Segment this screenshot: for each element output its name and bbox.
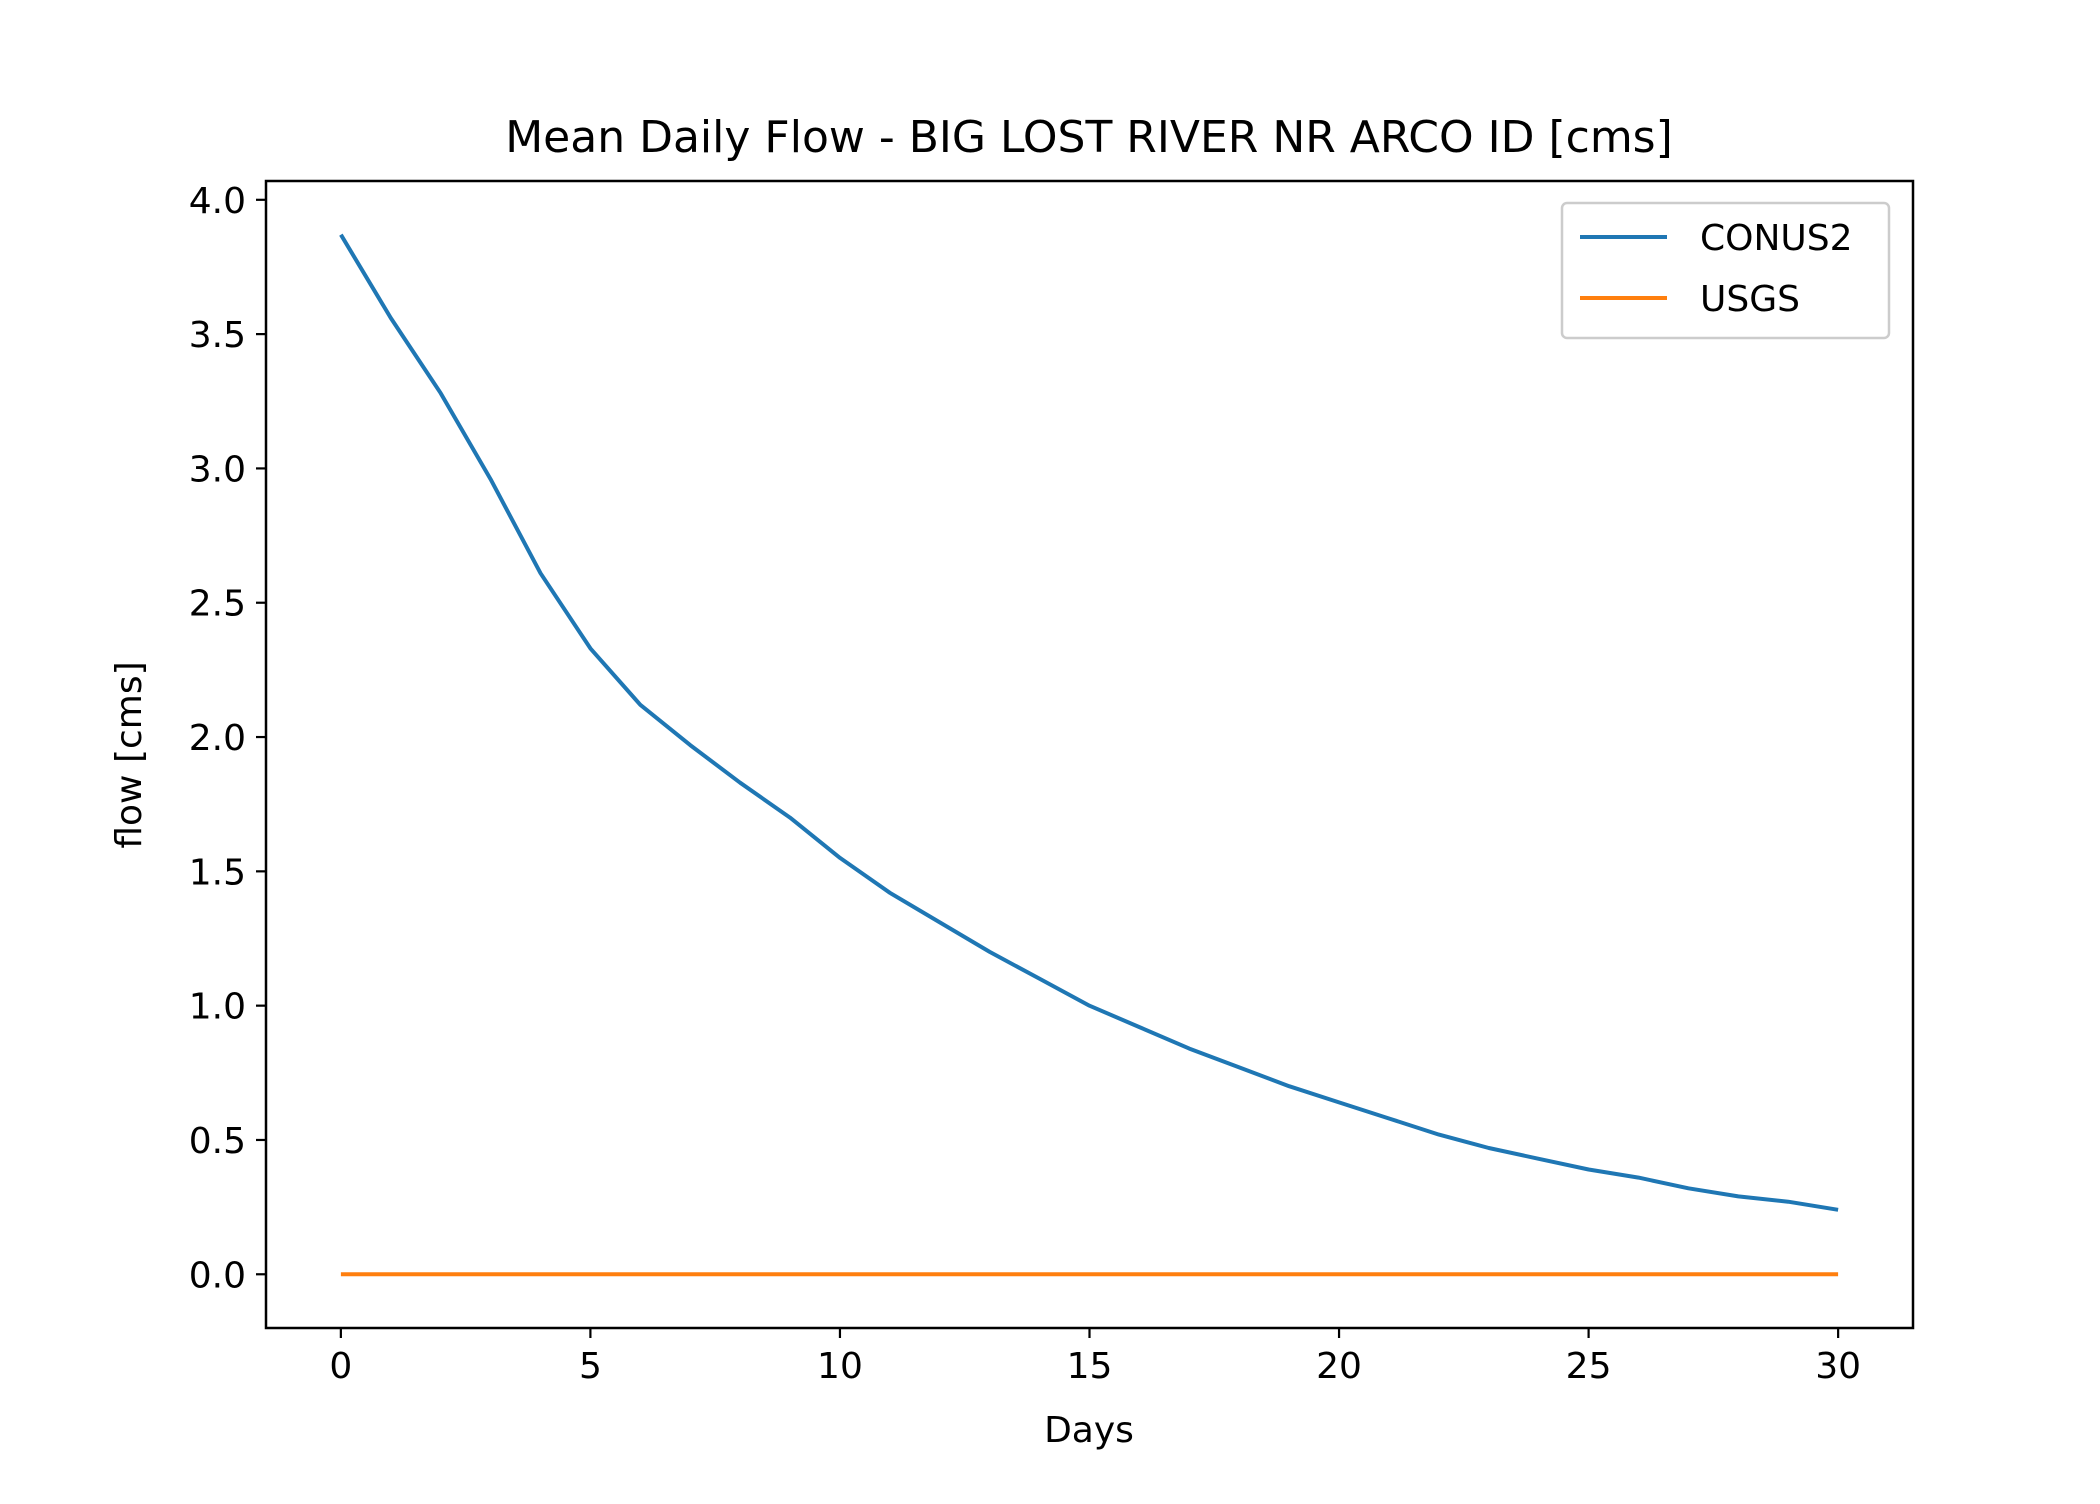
- y-axis-label: flow [cms]: [109, 661, 150, 848]
- x-tick-label: 5: [579, 1346, 602, 1387]
- y-tick-label: 3.0: [189, 449, 246, 490]
- series-layer: [339, 233, 1839, 1277]
- plot-frame: [264, 179, 1915, 1330]
- x-tick-label: 10: [817, 1346, 863, 1387]
- legend-label-usgs: USGS: [1700, 279, 1800, 320]
- y-tick-label: 2.5: [189, 584, 246, 625]
- x-tick-label: 0: [329, 1346, 352, 1387]
- y-axis-ticks: 0.0 0.5 1.0 1.5 2.0 2.5 3.0 3.5 4.0: [189, 181, 266, 1296]
- plot-area: [264, 179, 1915, 1330]
- y-tick-label: 0.0: [189, 1255, 246, 1296]
- y-tick-label: 0.5: [189, 1121, 246, 1162]
- x-tick-label: 25: [1566, 1346, 1612, 1387]
- x-tick-label: 20: [1316, 1346, 1362, 1387]
- y-tick-label: 4.0: [189, 181, 246, 222]
- legend: CONUS2 USGS: [1560, 201, 1891, 340]
- x-axis-label: Days: [1044, 1410, 1134, 1451]
- y-tick-label: 1.5: [189, 852, 246, 893]
- x-tick-label: 15: [1067, 1346, 1113, 1387]
- x-tick-label: 30: [1815, 1346, 1861, 1387]
- y-tick-label: 1.0: [189, 987, 246, 1028]
- chart-title: Mean Daily Flow - BIG LOST RIVER NR ARCO…: [505, 112, 1673, 163]
- y-tick-label: 2.0: [189, 718, 246, 759]
- y-tick-label: 3.5: [189, 315, 246, 356]
- x-axis-ticks: 0 5 10 15 20 25 30: [329, 1328, 1861, 1387]
- series-line-conus2: [339, 233, 1839, 1212]
- legend-label-conus2: CONUS2: [1700, 218, 1853, 259]
